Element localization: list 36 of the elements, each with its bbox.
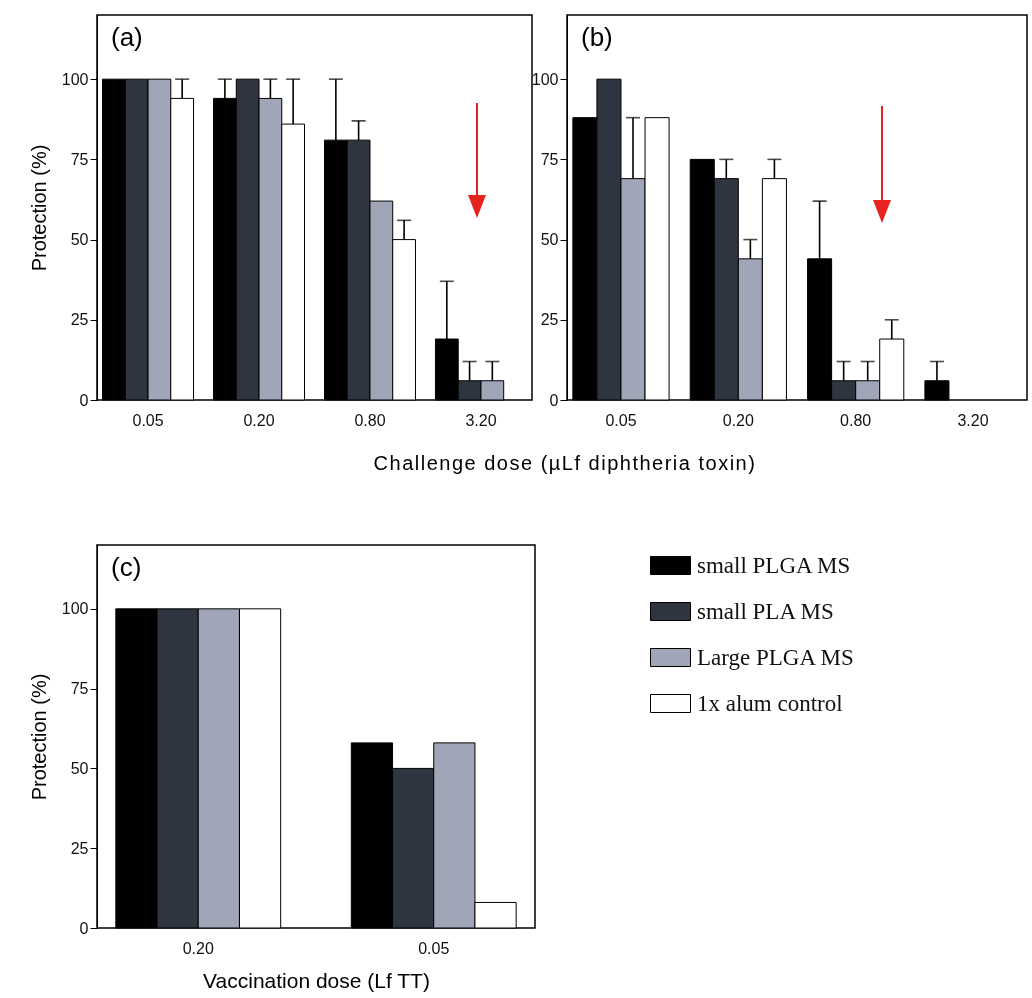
y-tick-label: 0 [79,391,89,409]
y-tick-label: 100 [531,70,559,88]
legend-label: small PLGA MS [697,552,851,578]
y-tick-label: 100 [61,70,89,88]
x-tick-label: 0.20 [722,411,754,429]
y-tick-label: 25 [70,839,89,857]
x-axis-title: Challenge dose (µLf diphtheria toxin) [372,452,758,475]
y-tick-label: 50 [70,231,89,249]
y-axis-title: Protection (%) [27,144,50,272]
y-tick-label: 50 [540,231,559,249]
y-tick-label: 75 [70,680,89,698]
x-tick-label: 3.20 [465,411,497,429]
legend-label: 1x alum control [697,690,843,716]
x-tick-label: 0.20 [243,411,275,429]
chart-title: (b) [581,22,613,52]
y-tick-label: 25 [540,311,559,329]
y-tick-label: 0 [79,919,89,937]
legend-label: Large PLGA MS [697,644,854,670]
x-tick-label: 0.80 [840,411,872,429]
x-tick-label: 0.05 [132,411,164,429]
y-tick-label: 75 [70,150,89,168]
chart-title: (a) [111,22,143,52]
y-tick-label: 75 [540,150,559,168]
x-tick-label: 0.05 [418,939,450,957]
legend-label: small PLA MS [697,598,834,624]
x-tick-label: 0.05 [605,411,637,429]
x-tick-label: 0.20 [182,939,214,957]
chart-title: (c) [111,552,142,582]
x-axis-title: Vaccination dose (Lf TT) [203,968,430,992]
y-tick-label: 0 [549,391,559,409]
y-tick-label: 25 [70,311,89,329]
y-tick-label: 50 [70,759,89,777]
y-axis-title: Protection (%) [27,673,50,801]
x-tick-label: 0.80 [354,411,386,429]
y-tick-label: 100 [61,600,89,618]
x-tick-label: 3.20 [957,411,989,429]
